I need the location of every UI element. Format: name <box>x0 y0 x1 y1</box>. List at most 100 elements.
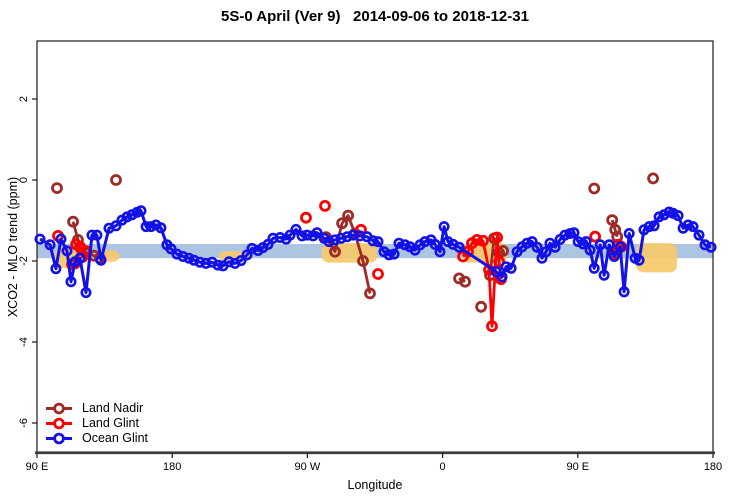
data-point <box>319 199 331 212</box>
series-ocean-glint <box>34 205 717 299</box>
data-point <box>51 182 63 195</box>
data-point <box>609 223 622 236</box>
data-point <box>336 217 349 230</box>
x-axis-label: Longitude <box>347 478 403 492</box>
data-point <box>580 236 592 248</box>
data-point <box>505 262 517 274</box>
data-point <box>648 220 660 232</box>
x-tick-label: 180 <box>704 461 722 473</box>
legend-label: Ocean Glint <box>82 431 149 445</box>
data-point <box>140 221 152 233</box>
data-point <box>633 254 645 266</box>
x-tick-label: 90 E <box>26 461 49 473</box>
data-point <box>568 227 580 239</box>
data-point <box>647 172 659 185</box>
data-point <box>335 232 347 244</box>
data-point <box>155 222 167 234</box>
legend-label: Land Glint <box>82 416 139 430</box>
data-point <box>393 237 405 249</box>
legend-label: Land Nadir <box>82 401 144 415</box>
x-tick-label: 0 <box>440 461 446 473</box>
data-point <box>623 228 635 240</box>
data-point <box>165 243 177 255</box>
y-axis-label: XCO2 - MLO trend (ppm) <box>6 176 20 318</box>
data-point <box>296 230 308 242</box>
data-point <box>540 246 552 258</box>
data-point <box>95 254 107 266</box>
data-point <box>80 287 92 299</box>
data-point <box>342 209 355 222</box>
data-point <box>643 221 655 233</box>
data-point <box>491 231 504 244</box>
data-point <box>241 249 253 261</box>
data-point <box>598 269 610 281</box>
data-point <box>429 238 441 250</box>
chart-title: 5S-0 April (Ver 9) 2014-09-06 to 2018-12… <box>221 8 529 25</box>
data-point <box>603 239 615 251</box>
data-point <box>606 214 619 227</box>
data-point <box>486 320 498 333</box>
data-point <box>44 239 56 251</box>
y-tick-label: 2 <box>18 96 30 102</box>
ocean-glint-marker-icon <box>46 432 72 445</box>
data-point <box>699 239 711 251</box>
data-point <box>50 263 62 275</box>
data-point <box>588 182 601 195</box>
data-point <box>459 275 472 288</box>
data-point <box>372 268 384 280</box>
data-point <box>300 211 312 224</box>
data-point <box>355 223 367 236</box>
data-point <box>74 252 86 264</box>
data-point <box>223 256 235 268</box>
data-point <box>477 234 489 247</box>
data-point <box>347 229 359 241</box>
data-point <box>65 276 77 288</box>
data-point <box>383 249 395 261</box>
data-point <box>246 242 258 254</box>
data-point <box>110 220 122 232</box>
x-tick-label: 90 W <box>295 461 321 473</box>
data-point <box>500 261 512 273</box>
data-point <box>91 229 103 241</box>
data-point <box>177 251 189 263</box>
data-point <box>61 245 73 257</box>
data-point <box>145 221 157 233</box>
data-point <box>171 248 183 260</box>
land-glint-marker-icon <box>46 417 72 430</box>
data-point <box>608 251 620 263</box>
data-point <box>194 256 206 268</box>
data-point <box>323 236 335 248</box>
data-point <box>188 254 200 266</box>
data-point <box>284 229 296 241</box>
data-point <box>354 230 366 242</box>
data-point <box>364 287 376 300</box>
data-point <box>493 255 506 268</box>
series-land-nadir <box>51 172 659 313</box>
data-point <box>434 246 446 258</box>
data-point <box>614 241 626 253</box>
data-point <box>687 221 699 233</box>
y-tick-label: -2 <box>18 256 30 266</box>
data-point <box>438 221 450 233</box>
data-point <box>34 233 46 245</box>
data-point <box>584 244 596 256</box>
legend: Land Nadir Land Glint Ocean Glint <box>44 401 148 446</box>
data-point <box>212 259 224 271</box>
data-point <box>367 235 379 247</box>
y-tick-label: -4 <box>18 337 30 347</box>
data-point <box>55 233 67 245</box>
data-point <box>521 237 533 249</box>
data-point <box>589 230 601 243</box>
data-point <box>357 255 369 267</box>
data-point <box>682 219 694 231</box>
x-tick-label: 90 E <box>566 461 589 473</box>
data-point <box>329 234 341 246</box>
y-tick-label: -6 <box>18 418 30 428</box>
data-point <box>531 241 543 253</box>
data-point <box>693 229 705 241</box>
legend-item-land-nadir: Land Nadir <box>44 401 148 416</box>
data-point <box>135 205 147 217</box>
data-point <box>549 241 561 253</box>
data-point <box>419 236 431 248</box>
